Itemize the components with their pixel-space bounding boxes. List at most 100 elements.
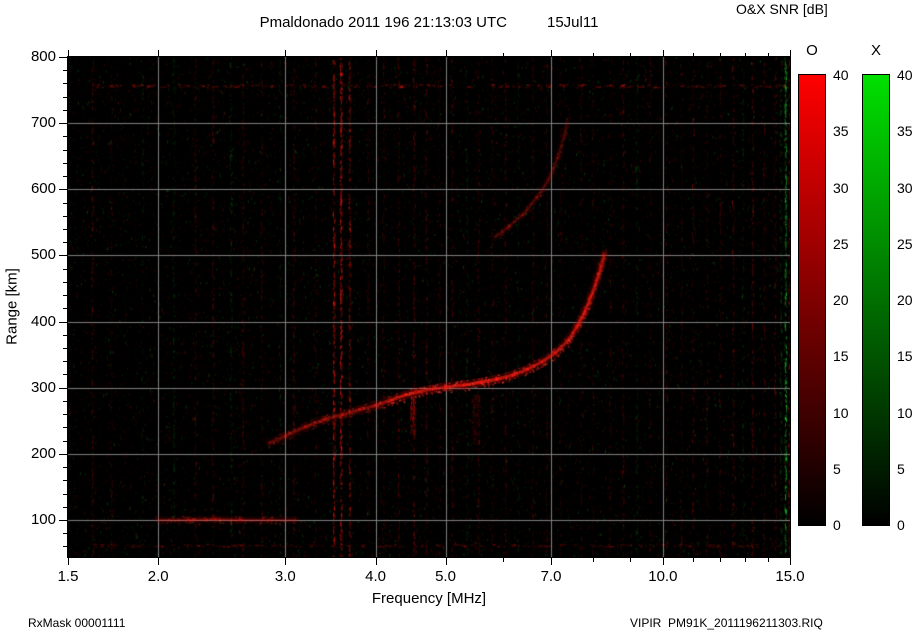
x-axis-minor-tick — [692, 558, 694, 562]
x-axis-major-tick — [551, 558, 553, 565]
y-axis-minor-tick — [63, 480, 67, 482]
y-axis-minor-tick — [63, 215, 67, 217]
y-axis-minor-tick — [63, 242, 67, 244]
y-axis-major-tick — [59, 321, 67, 323]
y-tick-label: 200 — [30, 444, 56, 462]
x-axis-top-tick — [790, 50, 791, 56]
x-axis-major-tick — [375, 558, 377, 565]
x-axis-minor-tick — [502, 558, 504, 562]
y-axis-minor-tick — [63, 136, 67, 138]
x-axis-major-tick — [158, 558, 160, 565]
y-tick-label: 500 — [30, 246, 56, 264]
y-axis-label: Range [km] — [3, 268, 21, 345]
x-axis-top-tick — [68, 50, 69, 56]
y-axis-minor-tick — [63, 83, 67, 85]
x-colorbar-tick-label: 25 — [897, 235, 913, 252]
y-axis-minor-tick — [63, 361, 67, 363]
y-axis-major-tick — [59, 255, 67, 257]
x-axis-minor-tick — [745, 558, 747, 562]
x-colorbar-tick-label: 20 — [897, 292, 913, 308]
y-axis-minor-tick — [63, 374, 67, 376]
x-tick-label: 7.0 — [540, 568, 562, 585]
x-axis-top-minor-tick — [768, 53, 770, 56]
o-colorbar-tick-label: 15 — [833, 348, 849, 365]
plot-title: Pmaldonado 2011 196 21:13:03 UTC — [259, 14, 507, 31]
o-colorbar-tick-label: 0 — [833, 517, 841, 533]
x-colorbar-tick-label: 0 — [897, 517, 905, 533]
y-axis-minor-tick — [63, 308, 67, 310]
x-axis-minor-tick — [768, 558, 770, 562]
y-axis-minor-tick — [63, 162, 67, 164]
y-axis-minor-tick — [63, 440, 67, 442]
y-axis-minor-tick — [63, 109, 67, 111]
y-axis-minor-tick — [63, 493, 67, 495]
y-axis-minor-tick — [63, 295, 67, 297]
x-axis-top-tick — [662, 50, 664, 56]
x-tick-label: 15.0 — [775, 568, 805, 585]
y-axis-minor-tick — [63, 202, 67, 204]
y-axis-minor-tick — [63, 176, 67, 178]
x-axis-top-tick — [445, 50, 447, 56]
x-colorbar — [862, 74, 890, 526]
y-axis-major-tick — [59, 189, 67, 191]
x-axis-top-minor-tick — [720, 53, 722, 56]
y-axis-major-tick — [59, 387, 67, 389]
data-file-text: VIPIR PM91K_2011196211303.RIQ — [630, 616, 823, 630]
x-colorbar-label: X — [870, 42, 881, 59]
y-axis-major-tick — [59, 453, 67, 455]
o-colorbar — [798, 74, 826, 526]
y-tick-label: 100 — [30, 510, 56, 528]
y-axis-minor-tick — [63, 281, 67, 283]
x-axis-top-tick — [375, 50, 377, 56]
rx-mask-text: RxMask 00001111 — [28, 616, 126, 630]
plot-title-row: Pmaldonado 2011 196 21:13:03 UTC 15Jul11 — [68, 14, 790, 31]
x-axis-major-tick — [68, 558, 69, 565]
x-axis-top-tick — [285, 50, 287, 56]
x-axis-minor-tick — [720, 558, 722, 562]
x-tick-label: 2.0 — [147, 568, 169, 585]
o-colorbar-tick-label: 5 — [833, 460, 841, 477]
y-tick-label: 300 — [30, 378, 56, 396]
x-colorbar-tick-label: 10 — [897, 404, 913, 421]
o-colorbar-tick-label: 25 — [833, 235, 849, 252]
x-axis-top-minor-tick — [592, 53, 594, 56]
y-axis-major-tick — [59, 57, 67, 58]
o-colorbar-tick-label: 10 — [833, 404, 849, 421]
x-axis-major-tick — [285, 558, 287, 565]
colorbar-title: O&X SNR [dB] — [736, 1, 828, 17]
x-tick-label: 3.0 — [274, 568, 296, 585]
x-axis-top-minor-tick — [745, 53, 747, 56]
y-axis-minor-tick — [63, 149, 67, 151]
y-axis-minor-tick — [63, 228, 67, 230]
x-colorbar-ticks: 40 35 30 25 20 15 10 5 0 — [897, 0, 922, 636]
x-axis-top-tick — [551, 50, 553, 56]
y-axis-minor-tick — [63, 334, 67, 336]
x-axis-major-tick — [445, 558, 447, 565]
o-colorbar-tick-label: 40 — [833, 67, 849, 83]
y-axis-minor-tick — [63, 70, 67, 72]
y-axis-minor-tick — [63, 546, 67, 548]
o-colorbar-tick-label: 30 — [833, 179, 849, 196]
x-tick-label: 1.5 — [57, 568, 79, 585]
y-tick-label: 800 — [30, 48, 56, 65]
x-axis-label: Frequency [MHz] — [371, 590, 487, 607]
x-axis-minor-tick — [629, 558, 631, 562]
y-axis-major-tick — [59, 519, 67, 521]
y-tick-label: 400 — [30, 312, 56, 330]
o-colorbar-ticks: 40 35 30 25 20 15 10 5 0 — [833, 0, 863, 636]
x-tick-label: 4.0 — [365, 568, 386, 585]
y-tick-label: 700 — [30, 114, 56, 132]
ionogram-plot — [68, 57, 790, 557]
y-axis-minor-tick — [63, 414, 67, 416]
o-colorbar-label: O — [806, 42, 818, 59]
x-colorbar-tick-label: 15 — [897, 348, 913, 365]
x-tick-label: 10.0 — [648, 568, 678, 585]
y-axis-minor-tick — [63, 427, 67, 429]
x-colorbar-tick-label: 35 — [897, 123, 913, 140]
x-tick-label: 5.0 — [435, 568, 456, 585]
x-axis-minor-tick — [592, 558, 594, 562]
x-axis-top-minor-tick — [692, 53, 694, 56]
x-axis-top-minor-tick — [629, 53, 631, 56]
x-axis-top-tick — [158, 50, 160, 56]
x-colorbar-tick-label: 40 — [897, 67, 913, 83]
